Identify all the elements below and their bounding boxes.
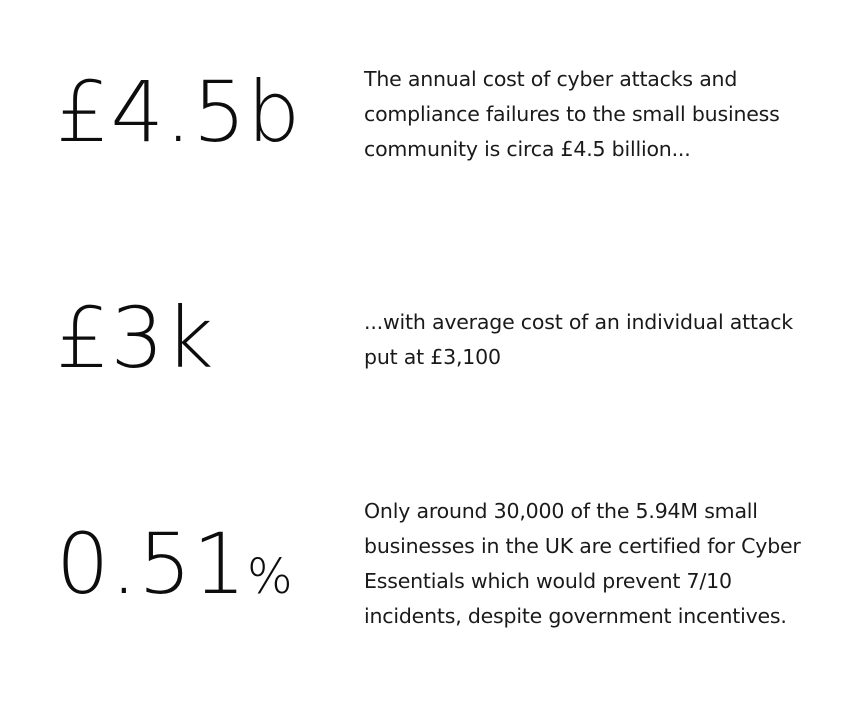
description-line: ...with average cost of an individual at… (364, 310, 793, 334)
description-line: The annual cost of cyber attacks and (364, 67, 738, 91)
description-line: incidents, despite government incentives… (364, 604, 787, 628)
description-line: Only around 30,000 of the 5.94M small (364, 499, 758, 523)
stat-suffix: % (247, 549, 294, 605)
stat-figure-certification-rate: 0.51% (56, 522, 294, 606)
stat-value: £4.5b (56, 63, 302, 161)
stat-description-average-attack-cost: ...with average cost of an individual at… (364, 305, 804, 375)
description-line: compliance failures to the small busines… (364, 102, 780, 126)
description-line: put at £3,100 (364, 345, 501, 369)
stat-value: £3k (56, 289, 215, 387)
stat-description-certification-rate: Only around 30,000 of the 5.94M small bu… (364, 494, 804, 634)
description-line: businesses in the UK are certified for C… (364, 534, 801, 558)
description-line: Essentials which would prevent 7/10 (364, 569, 732, 593)
stat-value: 0.51 (56, 515, 248, 613)
description-line: community is circa £4.5 billion... (364, 137, 691, 161)
stat-figure-average-attack-cost: £3k (56, 296, 215, 380)
stat-figure-annual-cost: £4.5b (56, 70, 301, 154)
stat-description-annual-cost: The annual cost of cyber attacks and com… (364, 62, 804, 167)
